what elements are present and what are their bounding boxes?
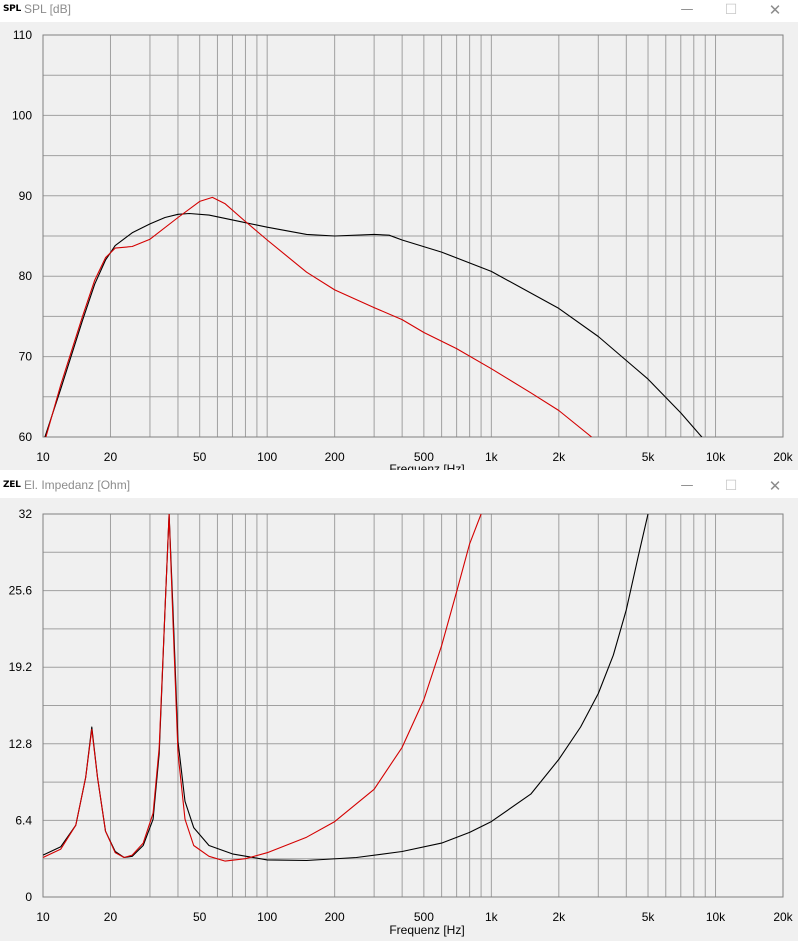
spl-x-tick-label: 10k [706,450,726,464]
spl-x-tick-label: 100 [257,450,277,464]
spl-chart: 60 70 80 90 100 110 10 20 50 100 200 500 1k 2k 5k 10k 20… [12,28,794,470]
impedance-close-button[interactable]: ✕ [768,477,782,495]
spl-y-tick-label: 70 [19,350,33,364]
impedance-x-tick-label: 20k [773,910,793,924]
spl-window-title: SPL [dB] [24,2,71,16]
impedance-plot-border [42,513,784,898]
spl-x-tick-label: 10 [36,450,50,464]
impedance-x-tick-label: 10k [706,910,726,924]
impedance-y-tick-label: 12.8 [9,737,33,751]
spl-x-tick-label: 2k [552,450,566,464]
spl-x-axis-label: Frequenz [Hz] [389,462,464,470]
impedance-x-tick-label: 1k [485,910,499,924]
impedance-x-tick-label: 50 [193,910,207,924]
window-separator [0,470,798,476]
spl-x-tick-label: 20 [104,450,118,464]
impedance-x-tick-label: 2k [552,910,566,924]
spl-y-tick-label: 100 [12,108,32,122]
impedance-y-tick-label: 32 [19,507,33,521]
spl-minimize-button[interactable]: — [680,2,694,17]
impedance-maximize-button[interactable]: ☐ [724,478,738,494]
spl-y-tick-label: 110 [13,28,32,42]
impedance-x-tick-label: 20 [104,910,118,924]
impedance-titlebar[interactable]: ZEL El. Impedanz [Ohm] — ☐ ✕ [0,476,798,498]
spl-y-tick-label: 90 [19,189,33,203]
spl-close-button[interactable]: ✕ [768,1,782,19]
spl-series-line-2 [45,196,592,437]
impedance-y-tick-label: 19.2 [9,660,33,674]
impedance-y-tick-label: 6.4 [15,813,32,827]
spl-x-tick-label: 5k [642,450,656,464]
impedance-x-tick-label: 200 [325,910,345,924]
spl-x-tick-label: 1k [485,450,499,464]
impedance-y-tick-label: 25.6 [9,584,33,598]
impedance-x-tick-label: 500 [414,910,434,924]
impedance-series-line-2 [43,514,482,862]
spl-x-tick-label: 500 [414,450,434,464]
spl-x-tick-label: 50 [193,450,207,464]
spl-maximize-button[interactable]: ☐ [724,2,738,18]
impedance-x-tick-label: 100 [257,910,277,924]
impedance-x-axis-label: Frequenz [Hz] [389,923,464,937]
spl-window-icon: SPL [3,4,21,14]
impedance-window-icon: ZEL [3,480,21,490]
impedance-x-tick-label: 5k [642,910,656,924]
spl-series-line-1 [44,212,703,437]
spl-titlebar[interactable]: SPL SPL [dB] — ☐ ✕ [0,0,798,22]
impedance-minimize-button[interactable]: — [680,478,694,493]
spl-y-tick-label: 60 [19,430,33,444]
spl-plot-border [42,34,784,438]
impedance-window-title: El. Impedanz [Ohm] [24,478,131,492]
impedance-y-tick-label: 0 [25,890,32,904]
impedance-x-tick-label: 10 [36,910,50,924]
spl-x-tick-label: 20k [773,450,793,464]
spl-y-tick-label: 80 [19,269,33,283]
impedance-chart: 0 6.4 12.8 19.2 25.6 32 10 20 50 100 200 500 1k 2k 5k 1… [9,507,794,937]
spl-x-tick-label: 200 [325,450,345,464]
